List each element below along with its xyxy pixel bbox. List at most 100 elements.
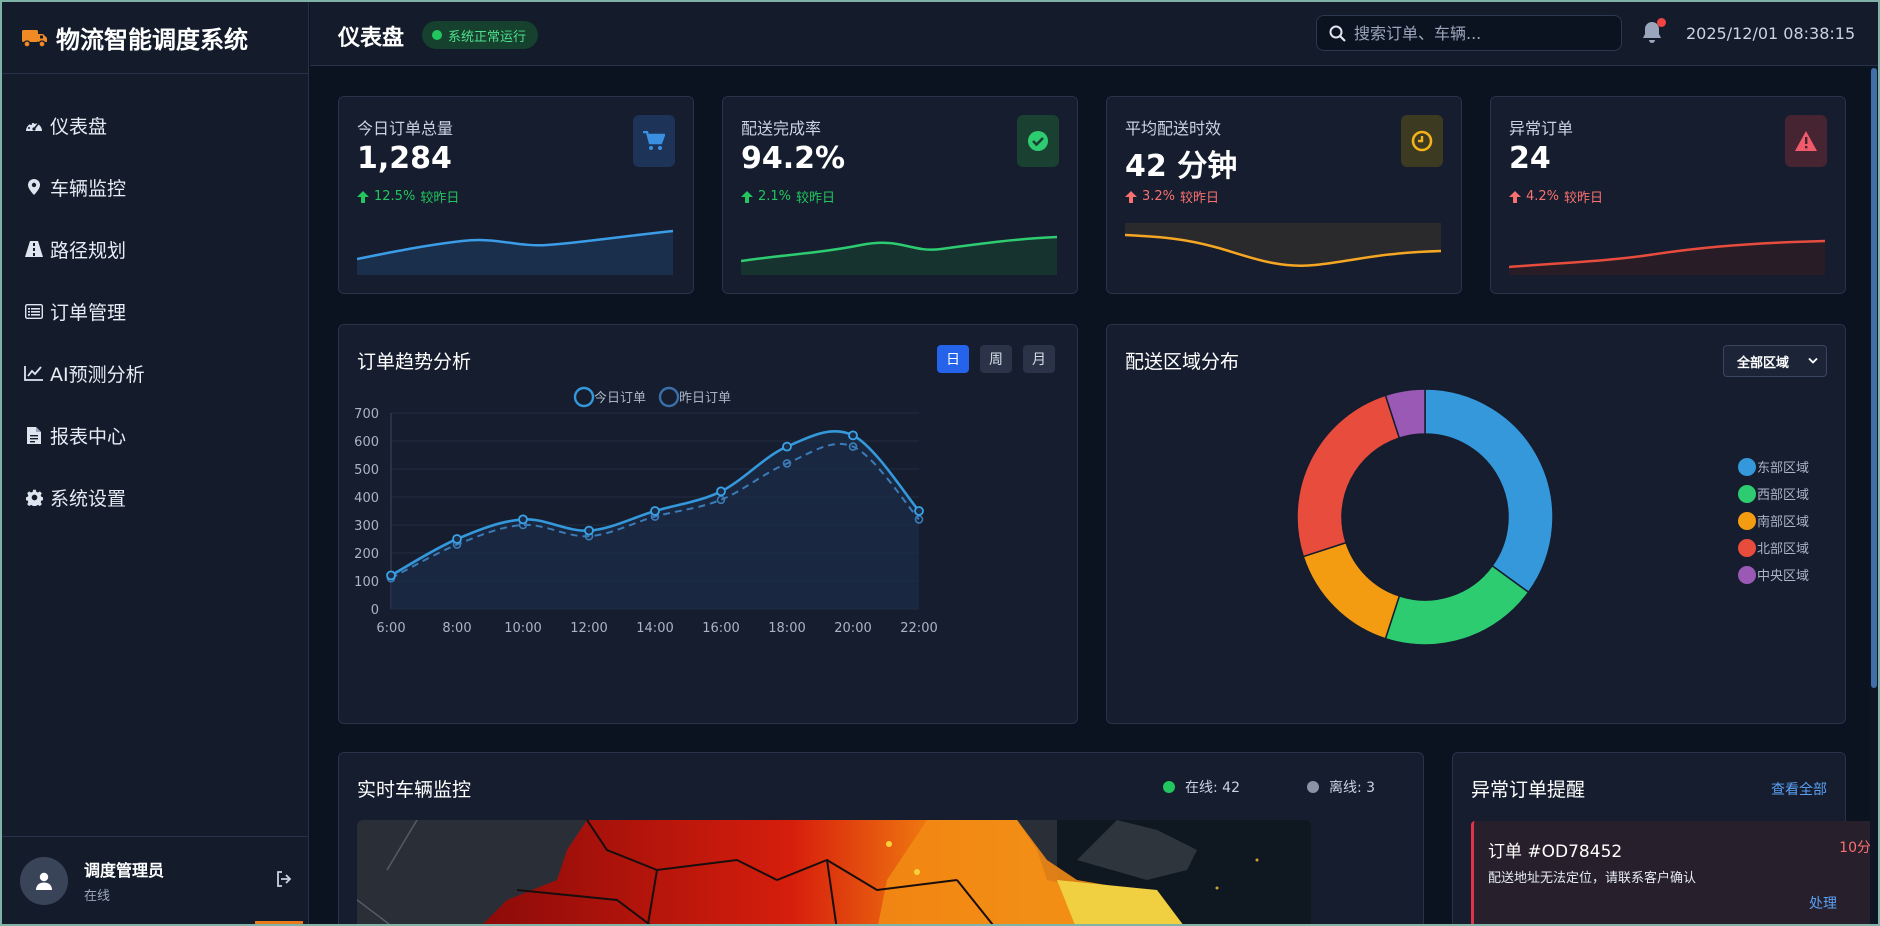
sidebar-item-ai-forecast[interactable]: AI预测分析 [2, 342, 308, 404]
panel-title: 异常订单提醒 [1471, 779, 1586, 801]
notification-bell[interactable] [1640, 18, 1666, 48]
view-all-link[interactable]: 查看全部 [1771, 782, 1827, 798]
user-icon [36, 872, 52, 890]
arrow-up-icon [741, 190, 753, 203]
kpi-sparkline [1509, 239, 1825, 275]
scrollbar-thumb[interactable] [1871, 68, 1877, 688]
truck-icon [22, 29, 47, 48]
kpi-label: 今日订单总量 [357, 119, 454, 138]
sidebar-item-label: 车辆监控 [50, 177, 127, 200]
check-circle-icon [1017, 115, 1059, 167]
data-point-today [848, 430, 858, 441]
y-tick-label: 600 [354, 435, 379, 450]
scrollbar[interactable] [1870, 66, 1878, 924]
file-icon [24, 425, 44, 445]
data-point-today [782, 441, 792, 452]
sidebar-item-label: 订单管理 [50, 301, 127, 324]
notification-dot [1657, 18, 1666, 27]
pie-slice [1424, 388, 1554, 594]
user-name: 调度管理员 [84, 861, 165, 880]
road-icon [24, 239, 44, 259]
search-icon [1329, 25, 1346, 42]
y-tick-label: 100 [354, 575, 379, 590]
datetime: 2025/12/01 08:38:15 [1686, 24, 1856, 43]
arrow-up-icon [1125, 190, 1137, 203]
sidebar-item-label: 系统设置 [50, 487, 127, 510]
legend-marker [1738, 458, 1756, 476]
kpi-change-value: 2.1% [758, 189, 792, 204]
arrow-up-icon [1509, 190, 1521, 203]
data-point-today [386, 570, 396, 581]
region-select-value: 全部区域 [1737, 355, 1790, 371]
panel-title: 实时车辆监控 [357, 779, 472, 801]
kpi-change-value: 12.5% [374, 189, 416, 204]
map-pin-icon [24, 177, 44, 197]
sidebar-item-label: AI预测分析 [50, 363, 145, 386]
y-tick-label: 700 [354, 407, 379, 422]
kpi-label: 配送完成率 [741, 119, 822, 138]
sidebar: 物流智能调度系统 仪表盘 车辆监控 路径规划 订单管理 [2, 2, 309, 924]
data-point-yesterday [914, 515, 924, 524]
alert-item[interactable]: 订单 #OD78452 10分钟前 配送地址无法定位，请联系客户确认 处理 忽略 [1471, 821, 1880, 926]
clock-icon [1401, 115, 1443, 167]
region-panel: 配送区域分布 全部区域 东部区域 西部区域 南部区域 北部区域 中央区域 [1106, 324, 1846, 724]
page-title: 仪表盘 [338, 26, 405, 51]
sidebar-item-settings[interactable]: 系统设置 [2, 466, 308, 528]
legend-label: 东部区域 [1757, 461, 1809, 476]
kpi-change-value: 3.2% [1142, 189, 1176, 204]
search-box[interactable] [1316, 15, 1622, 51]
legend-marker [658, 386, 680, 408]
x-tick-label: 22:00 [900, 621, 937, 636]
sidebar-item-vehicle-monitor[interactable]: 车辆监控 [2, 156, 308, 218]
tab-week[interactable]: 周 [980, 345, 1012, 373]
handle-button[interactable]: 处理 [1809, 896, 1837, 912]
y-tick-label: 200 [354, 547, 379, 562]
line-chart-icon [24, 363, 44, 383]
kpi-change-value: 4.2% [1526, 189, 1560, 204]
x-tick-label: 6:00 [376, 621, 405, 636]
tab-day[interactable]: 日 [937, 345, 969, 373]
kpi-card-completion: 配送完成率 94.2% 2.1% 较昨日 [722, 96, 1078, 294]
legend-label: 西部区域 [1757, 488, 1809, 503]
online-label: 在线: 42 [1185, 780, 1240, 796]
region-select[interactable]: 全部区域 [1723, 345, 1827, 377]
kpi-card-orders: 今日订单总量 1,284 12.5% 较昨日 [338, 96, 694, 294]
alerts-panel: 异常订单提醒 查看全部 订单 #OD78452 10分钟前 配送地址无法定位，请… [1452, 752, 1880, 926]
sidebar-nav: 仪表盘 车辆监控 路径规划 订单管理 AI预测分析 [2, 74, 308, 528]
app-logo[interactable]: 物流智能调度系统 [2, 2, 308, 74]
vehicle-map[interactable] [357, 820, 1311, 926]
kpi-change: 12.5% 较昨日 [357, 187, 459, 206]
legend-label: 中央区域 [1757, 569, 1809, 584]
y-tick-label: 300 [354, 519, 379, 534]
data-point-yesterday [848, 442, 858, 451]
y-tick-label: 0 [371, 603, 379, 618]
resize-handle [255, 921, 303, 924]
order-trend-chart: 0 100 200 300 400 500 600 700 6:00 8:00 10:00 12:00… [354, 386, 938, 636]
legend-marker [573, 386, 595, 408]
user-profile: 调度管理员 在线 [2, 836, 308, 924]
tab-month[interactable]: 月 [1023, 345, 1055, 373]
x-tick-label: 12:00 [570, 621, 607, 636]
kpi-value: 1,284 [357, 141, 452, 176]
pie-slice [1384, 388, 1426, 440]
gear-icon [24, 487, 44, 507]
kpi-sparkline [1125, 223, 1441, 267]
avatar[interactable] [20, 856, 68, 905]
dashboard-icon [24, 115, 44, 135]
sidebar-item-orders[interactable]: 订单管理 [2, 280, 308, 342]
x-tick-label: 10:00 [504, 621, 541, 636]
sidebar-item-dashboard[interactable]: 仪表盘 [2, 94, 308, 156]
logout-icon[interactable] [276, 871, 292, 891]
sidebar-item-route-planning[interactable]: 路径规划 [2, 218, 308, 280]
x-tick-label: 16:00 [702, 621, 739, 636]
legend-label: 昨日订单 [679, 391, 731, 406]
kpi-value: 42 分钟 [1125, 149, 1238, 184]
search-input[interactable] [1354, 23, 1594, 43]
sidebar-item-reports[interactable]: 报表中心 [2, 404, 308, 466]
panel-title: 订单趋势分析 [357, 351, 472, 373]
legend-marker [1738, 566, 1756, 584]
data-point-today [518, 514, 528, 525]
legend-label: 北部区域 [1757, 542, 1809, 557]
offline-label: 离线: 3 [1329, 780, 1376, 796]
